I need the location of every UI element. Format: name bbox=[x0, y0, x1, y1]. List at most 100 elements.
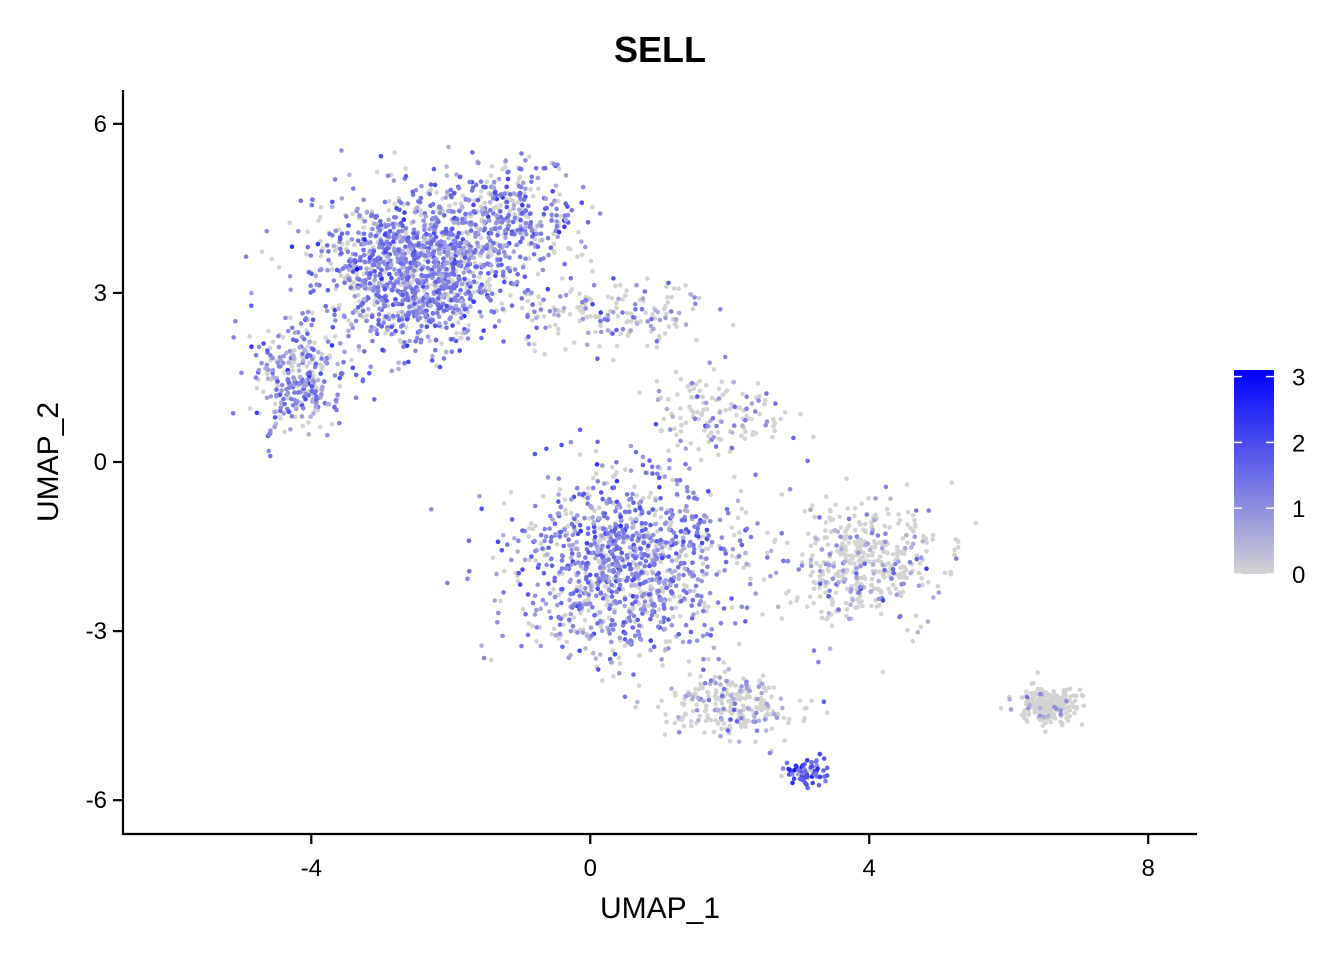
cell-point bbox=[649, 613, 655, 618]
cell-point bbox=[818, 564, 823, 569]
cell-point bbox=[683, 693, 689, 699]
cell-point bbox=[511, 249, 516, 254]
cell-point bbox=[277, 414, 282, 420]
cell-point bbox=[808, 507, 813, 513]
cell-point bbox=[1008, 707, 1014, 712]
cell-point bbox=[370, 252, 375, 258]
cell-point bbox=[661, 602, 666, 608]
cell-point bbox=[634, 594, 639, 600]
cell-point bbox=[498, 192, 503, 198]
cell-point bbox=[763, 728, 769, 733]
cell-point bbox=[859, 501, 864, 507]
cell-point bbox=[296, 368, 302, 374]
cell-point bbox=[886, 561, 891, 566]
cell-point bbox=[689, 395, 694, 400]
cell-point bbox=[600, 678, 605, 683]
cell-point bbox=[605, 313, 611, 318]
cell-point bbox=[844, 476, 849, 482]
cell-point bbox=[603, 575, 609, 581]
cell-point bbox=[769, 726, 775, 731]
cell-point bbox=[421, 288, 427, 293]
cell-point bbox=[482, 219, 487, 224]
cell-point bbox=[394, 271, 399, 277]
cell-point bbox=[567, 543, 572, 548]
cell-point bbox=[742, 436, 748, 442]
cell-point bbox=[621, 530, 626, 536]
cell-point bbox=[577, 291, 582, 297]
cell-point bbox=[609, 589, 615, 595]
cell-point bbox=[487, 200, 493, 205]
cell-point bbox=[372, 397, 377, 402]
cell-point bbox=[382, 269, 388, 275]
cell-point bbox=[550, 189, 555, 194]
cell-point bbox=[433, 279, 439, 285]
cell-point bbox=[895, 554, 900, 560]
cell-point bbox=[368, 270, 373, 276]
cell-point bbox=[624, 553, 630, 558]
cell-point bbox=[640, 454, 646, 460]
cell-point bbox=[527, 525, 532, 531]
cell-point bbox=[281, 353, 287, 359]
cell-point bbox=[512, 215, 518, 221]
cell-point bbox=[602, 583, 608, 589]
cell-point bbox=[857, 543, 862, 549]
cell-point bbox=[633, 555, 638, 561]
cell-point bbox=[332, 248, 338, 253]
cell-point bbox=[730, 553, 735, 559]
cell-point bbox=[827, 646, 833, 651]
cell-point bbox=[818, 577, 824, 583]
cell-point bbox=[578, 584, 583, 589]
cell-point bbox=[630, 520, 635, 526]
cell-point bbox=[489, 244, 495, 250]
cell-point bbox=[875, 558, 881, 563]
cell-point bbox=[465, 576, 470, 581]
cell-point bbox=[722, 568, 727, 573]
cell-point bbox=[282, 370, 287, 375]
cell-point bbox=[364, 318, 370, 324]
cell-point bbox=[726, 666, 731, 672]
cell-point bbox=[509, 517, 515, 522]
cell-point bbox=[639, 555, 645, 561]
cell-point bbox=[1061, 704, 1066, 709]
cell-point bbox=[678, 529, 684, 534]
cell-point bbox=[618, 555, 623, 561]
cell-point bbox=[432, 182, 438, 188]
cell-point bbox=[563, 173, 569, 178]
cell-point bbox=[622, 637, 628, 642]
cell-point bbox=[620, 310, 625, 315]
cell-point bbox=[484, 280, 490, 286]
cell-point bbox=[380, 347, 385, 353]
cell-point bbox=[556, 499, 561, 504]
cell-point bbox=[823, 520, 829, 525]
cell-point bbox=[578, 588, 583, 594]
cell-point bbox=[747, 581, 753, 587]
cell-point bbox=[600, 596, 606, 601]
cell-point bbox=[452, 201, 458, 206]
cell-point bbox=[688, 719, 694, 724]
cell-point bbox=[277, 355, 283, 360]
cell-point bbox=[819, 609, 824, 615]
cell-point bbox=[450, 232, 455, 237]
cell-point bbox=[1037, 717, 1043, 723]
cell-point bbox=[398, 200, 404, 206]
cell-point bbox=[854, 571, 859, 576]
cell-point bbox=[693, 514, 699, 519]
cell-point bbox=[239, 370, 244, 376]
cell-point bbox=[543, 196, 548, 201]
cell-point bbox=[506, 212, 512, 218]
cell-point bbox=[265, 348, 270, 353]
cell-point bbox=[678, 406, 683, 411]
cell-point bbox=[890, 582, 896, 588]
cell-point bbox=[655, 624, 661, 629]
cell-point bbox=[270, 355, 275, 361]
cell-point bbox=[392, 267, 397, 272]
cell-point bbox=[920, 582, 925, 588]
cell-point bbox=[1061, 691, 1066, 696]
cell-point bbox=[352, 264, 357, 269]
cell-point bbox=[501, 339, 506, 344]
cell-point bbox=[285, 328, 291, 334]
cell-point bbox=[877, 540, 882, 546]
cell-point bbox=[724, 507, 730, 512]
cell-point bbox=[607, 568, 612, 573]
cell-point bbox=[741, 565, 746, 570]
